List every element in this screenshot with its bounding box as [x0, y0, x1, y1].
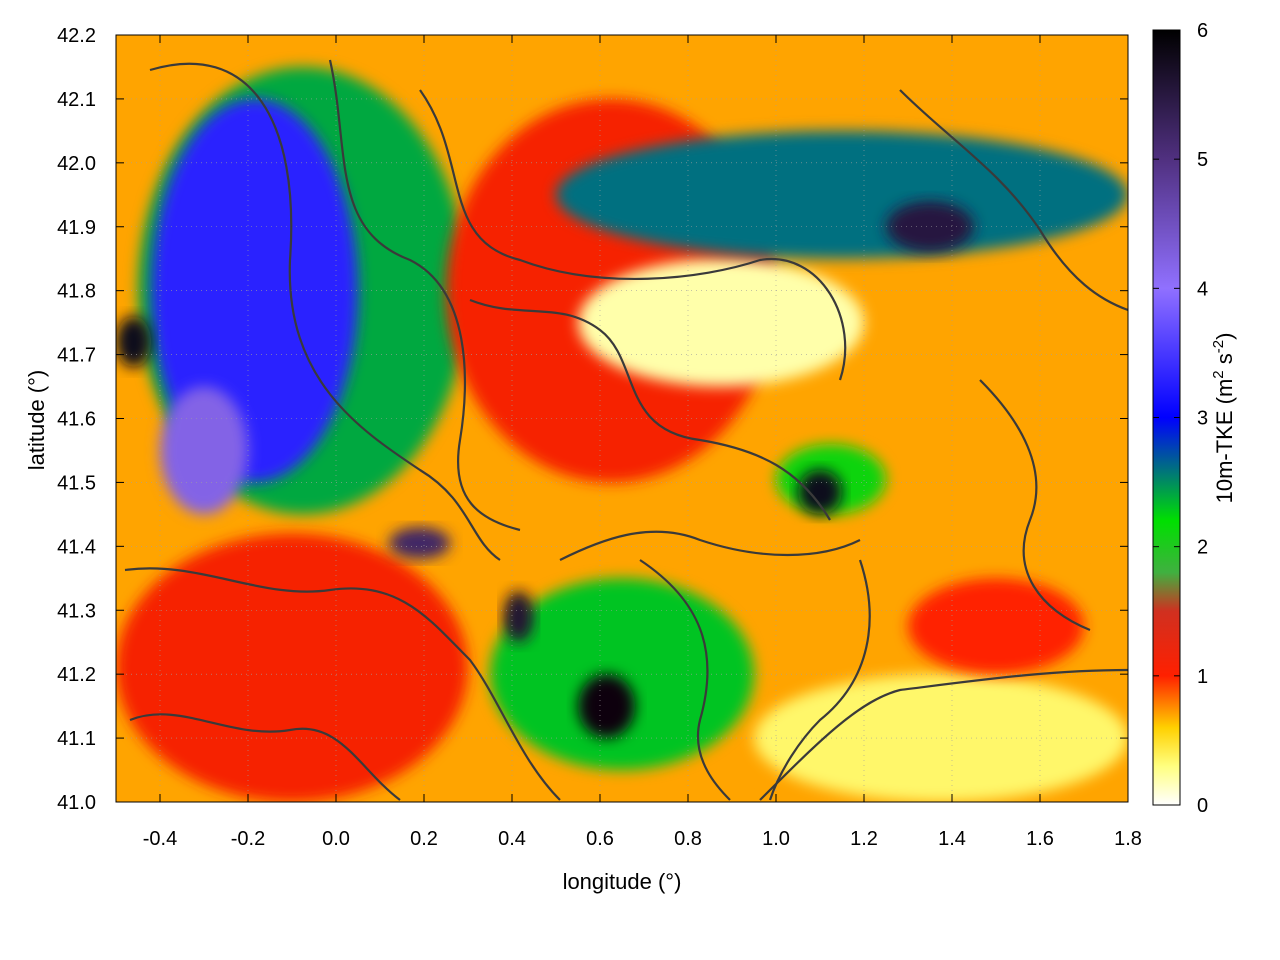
x-tick-label: 0.2	[410, 828, 438, 850]
y-tick-label: 41.7	[57, 345, 96, 367]
y-tick-label: 41.3	[57, 600, 96, 622]
contour-line	[149, 62, 501, 561]
colorbar-title: 10m-TKE (m2 s-2)	[1210, 333, 1237, 504]
x-tick-label: 1.4	[938, 828, 966, 850]
colorbar-tick-label: 5	[1197, 149, 1208, 171]
y-tick-label: 41.8	[57, 281, 96, 303]
x-tick-label: 0.8	[674, 828, 702, 850]
colorbar-tick-label: 6	[1197, 20, 1208, 42]
colorbar-tick-label: 3	[1197, 408, 1208, 430]
contour-line	[768, 559, 871, 801]
contour-line	[759, 668, 1128, 801]
colorbar-title-end: )	[1212, 333, 1237, 340]
tke-region	[503, 591, 534, 643]
x-tick-label: 0.4	[498, 828, 526, 850]
y-tick-label: 42.0	[57, 153, 96, 175]
tke-region	[556, 130, 1128, 259]
contour-line	[129, 713, 401, 801]
colorbar-title-main: 10m-TKE (m	[1212, 379, 1237, 504]
y-axis-title: latitude (°)	[24, 370, 49, 471]
y-tick-label: 41.2	[57, 664, 96, 686]
tke-region	[798, 469, 842, 515]
colorbar-tick-label: 0	[1197, 795, 1208, 817]
contour-line	[639, 559, 731, 801]
tke-region	[116, 316, 152, 368]
colorbar-title-mid: s	[1212, 353, 1237, 370]
y-tick-label: 41.1	[57, 728, 96, 750]
contour-line	[979, 379, 1091, 632]
y-tick-label: 42.1	[57, 89, 96, 111]
colorbar-tick-label: 4	[1197, 278, 1208, 300]
x-tick-label: -0.4	[143, 828, 177, 850]
x-tick-label: 0.6	[586, 828, 614, 850]
y-tick-label: 42.2	[57, 25, 96, 47]
contour-line	[328, 59, 521, 532]
tke-region	[908, 578, 1084, 675]
x-tick-label: -0.2	[231, 828, 265, 850]
tke-region	[578, 258, 864, 387]
contour-line	[559, 530, 861, 561]
contour-line	[124, 567, 561, 801]
tke-region	[886, 201, 974, 253]
y-tick-label: 41.6	[57, 409, 96, 431]
colorbar-tick-label: 2	[1197, 537, 1208, 559]
contour-line	[899, 89, 1128, 312]
x-tick-label: 1.0	[762, 828, 790, 850]
x-tick-label: 1.6	[1026, 828, 1054, 850]
colorbar-title-sup1: 2	[1210, 370, 1227, 378]
colorbar-ticks: 0 1 2 3 4 5 6	[1153, 20, 1208, 817]
terrain-contours	[124, 59, 1128, 801]
tke-region	[151, 98, 358, 483]
x-tick-label: 0.0	[322, 828, 350, 850]
y-tick-label: 41.9	[57, 217, 96, 239]
y-tick-label: 41.0	[57, 792, 96, 814]
y-tick-label: 41.5	[57, 472, 96, 494]
y-tick-label: 41.4	[57, 536, 96, 558]
y-axis-ticks: 41.0 41.1 41.2 41.3 41.4 41.5 41.6 41.7 41.8 41.9…	[57, 25, 1128, 814]
tke-region	[160, 386, 248, 515]
tke-region	[116, 533, 468, 802]
x-tick-label: 1.2	[850, 828, 878, 850]
x-axis-ticks: -0.4 -0.2 0.0 0.2 0.4 0.6 0.8 1.0 1.2 1.4 1.6 1.8	[143, 35, 1142, 850]
plot-area	[115, 34, 1129, 803]
x-tick-label: 1.8	[1114, 828, 1142, 850]
colorbar-tick-label: 1	[1197, 666, 1208, 688]
x-axis-title: longitude (°)	[563, 869, 682, 894]
colorbar-title-sup2: -2	[1210, 340, 1227, 353]
contour-line	[419, 89, 847, 381]
tke-region	[388, 527, 451, 560]
tke-region	[578, 674, 636, 739]
contour-line	[469, 298, 831, 521]
